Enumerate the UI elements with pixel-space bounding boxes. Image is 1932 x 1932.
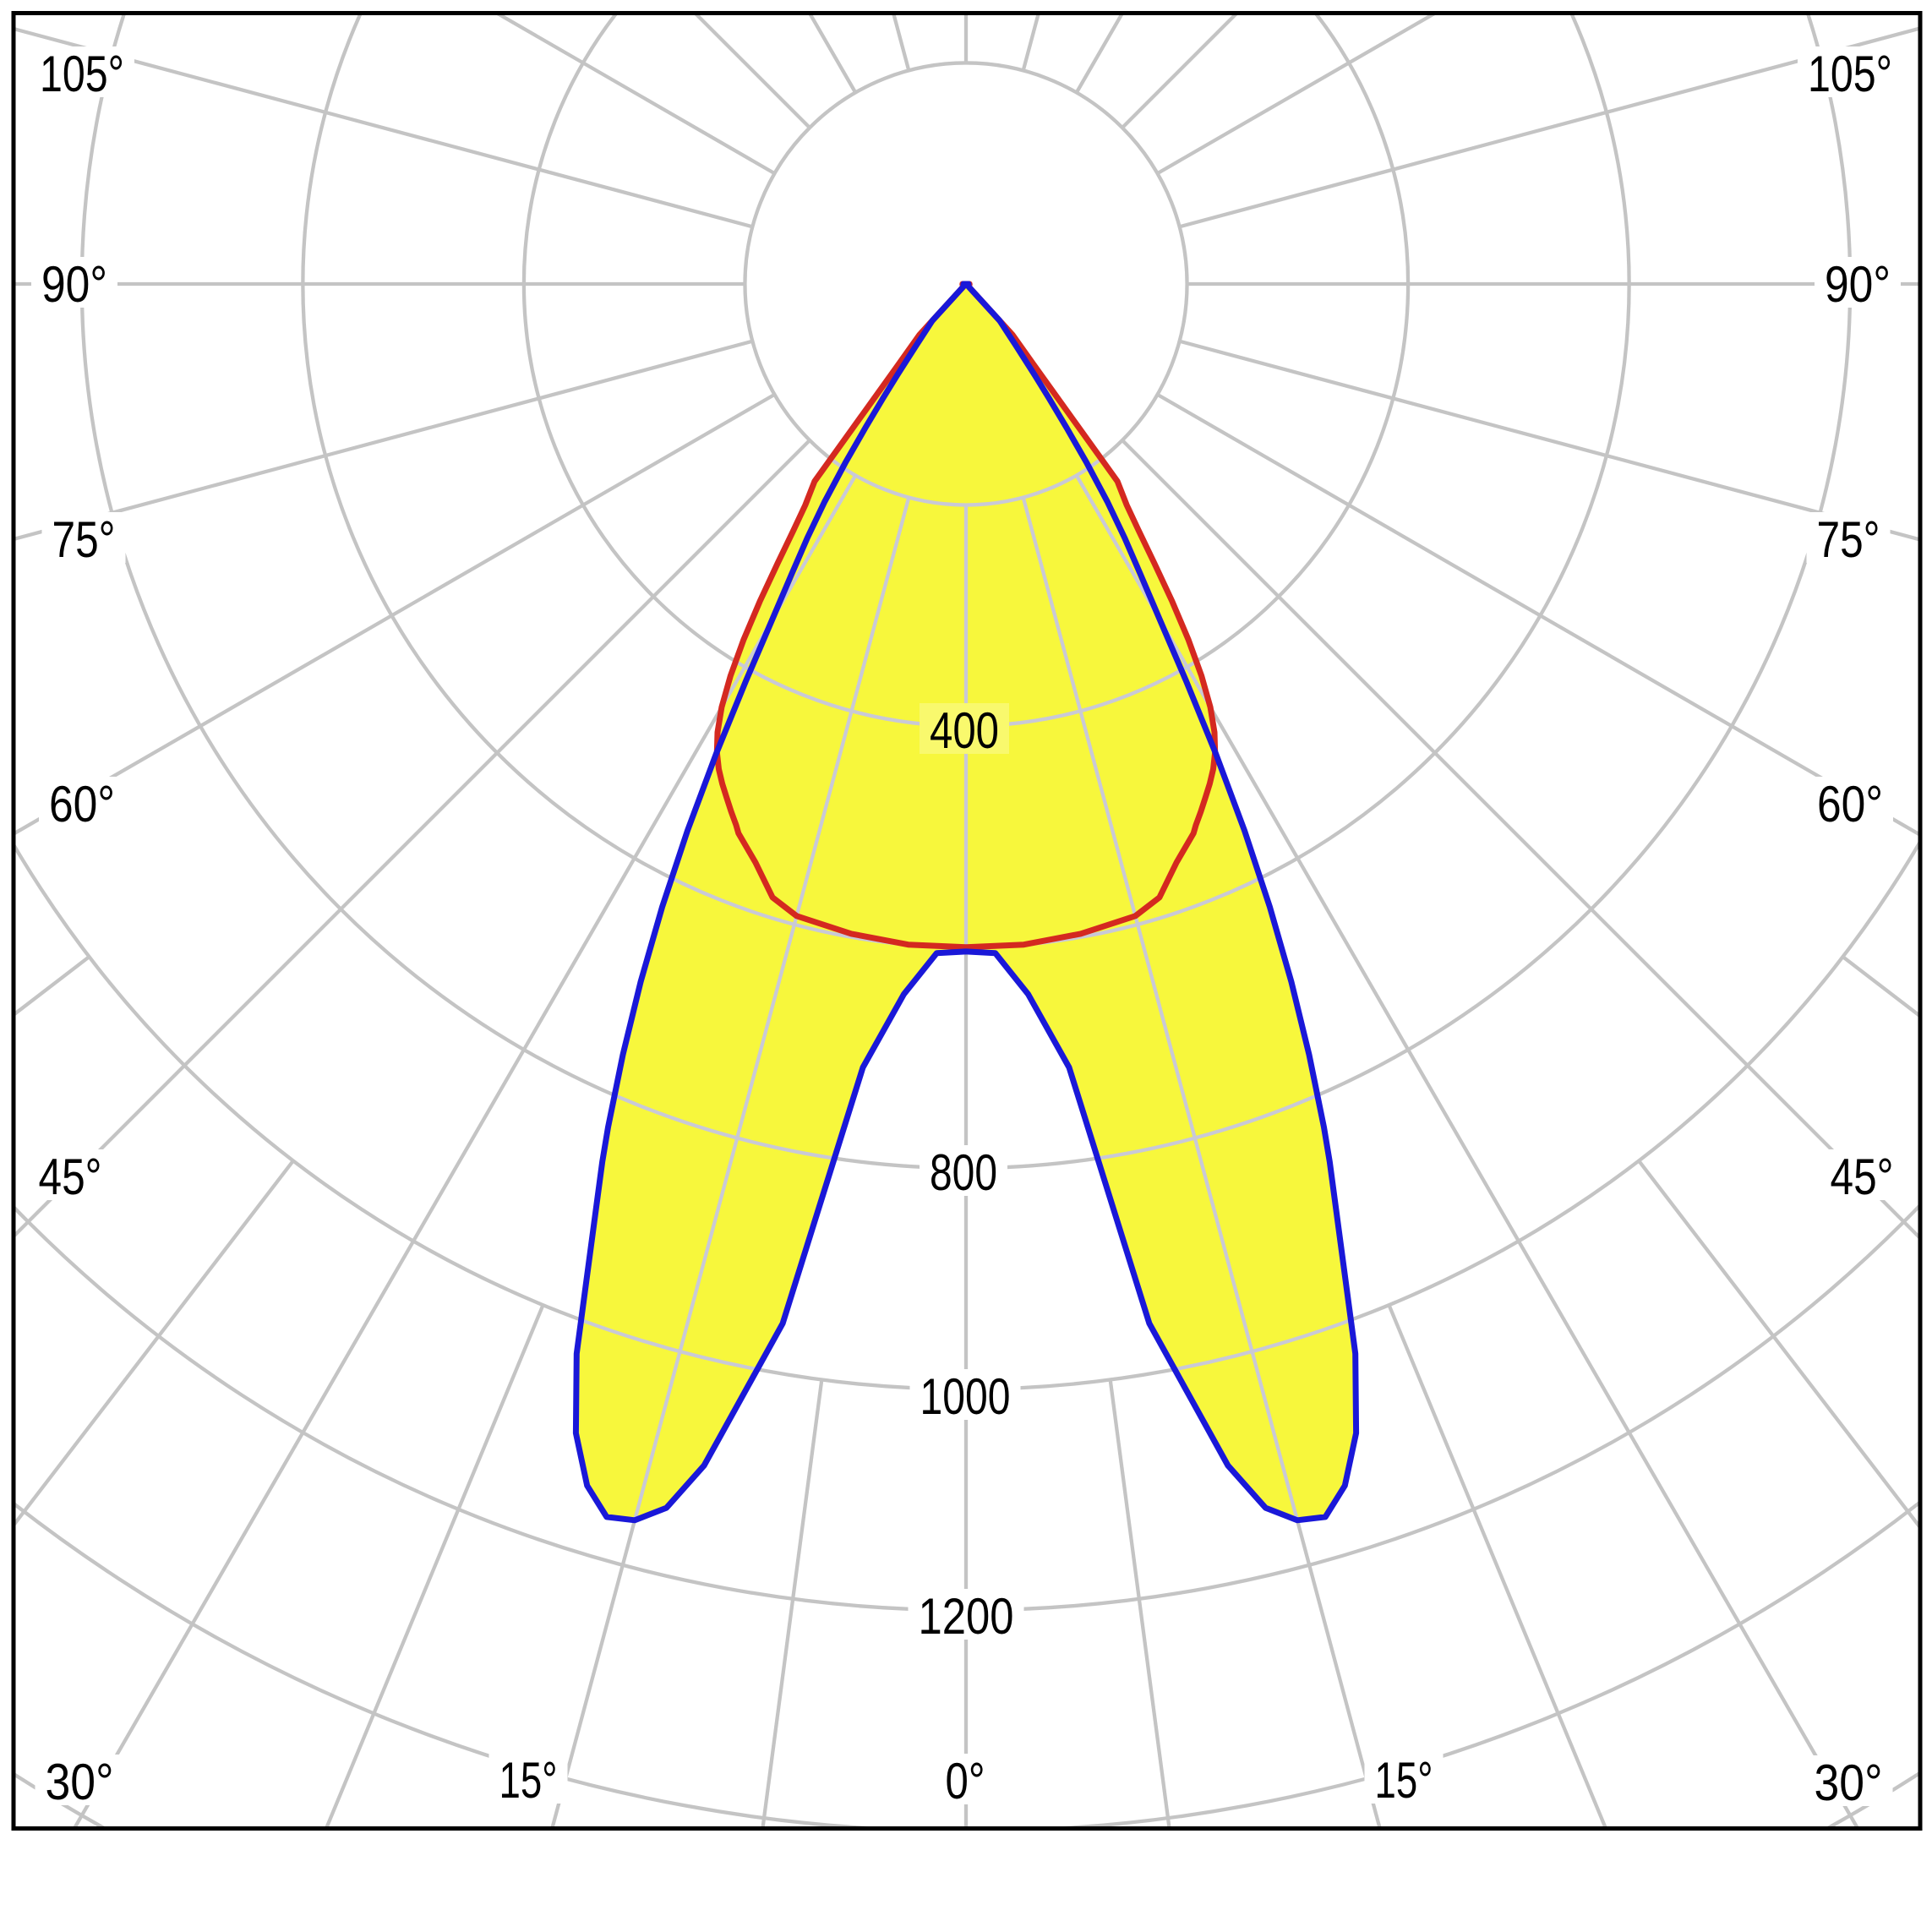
svg-text:60°: 60° — [1817, 775, 1883, 832]
svg-text:0°: 0° — [946, 1752, 985, 1809]
svg-text:30°: 30° — [1815, 1754, 1883, 1811]
svg-text:30°: 30° — [46, 1753, 114, 1810]
svg-text:1000: 1000 — [920, 1367, 1011, 1425]
svg-text:90°: 90° — [1825, 255, 1891, 313]
svg-text:75°: 75° — [1817, 510, 1880, 568]
svg-text:400: 400 — [930, 701, 999, 759]
svg-text:105°: 105° — [40, 45, 124, 102]
svg-text:45°: 45° — [1831, 1148, 1894, 1205]
svg-text:45°: 45° — [39, 1148, 102, 1205]
svg-text:800: 800 — [930, 1143, 997, 1201]
svg-text:75°: 75° — [52, 510, 116, 568]
svg-text:15°: 15° — [1375, 1751, 1433, 1809]
svg-text:15°: 15° — [499, 1751, 558, 1809]
svg-text:60°: 60° — [49, 775, 115, 832]
svg-text:1200: 1200 — [919, 1587, 1014, 1645]
svg-text:105°: 105° — [1808, 45, 1892, 102]
svg-text:90°: 90° — [41, 255, 107, 313]
